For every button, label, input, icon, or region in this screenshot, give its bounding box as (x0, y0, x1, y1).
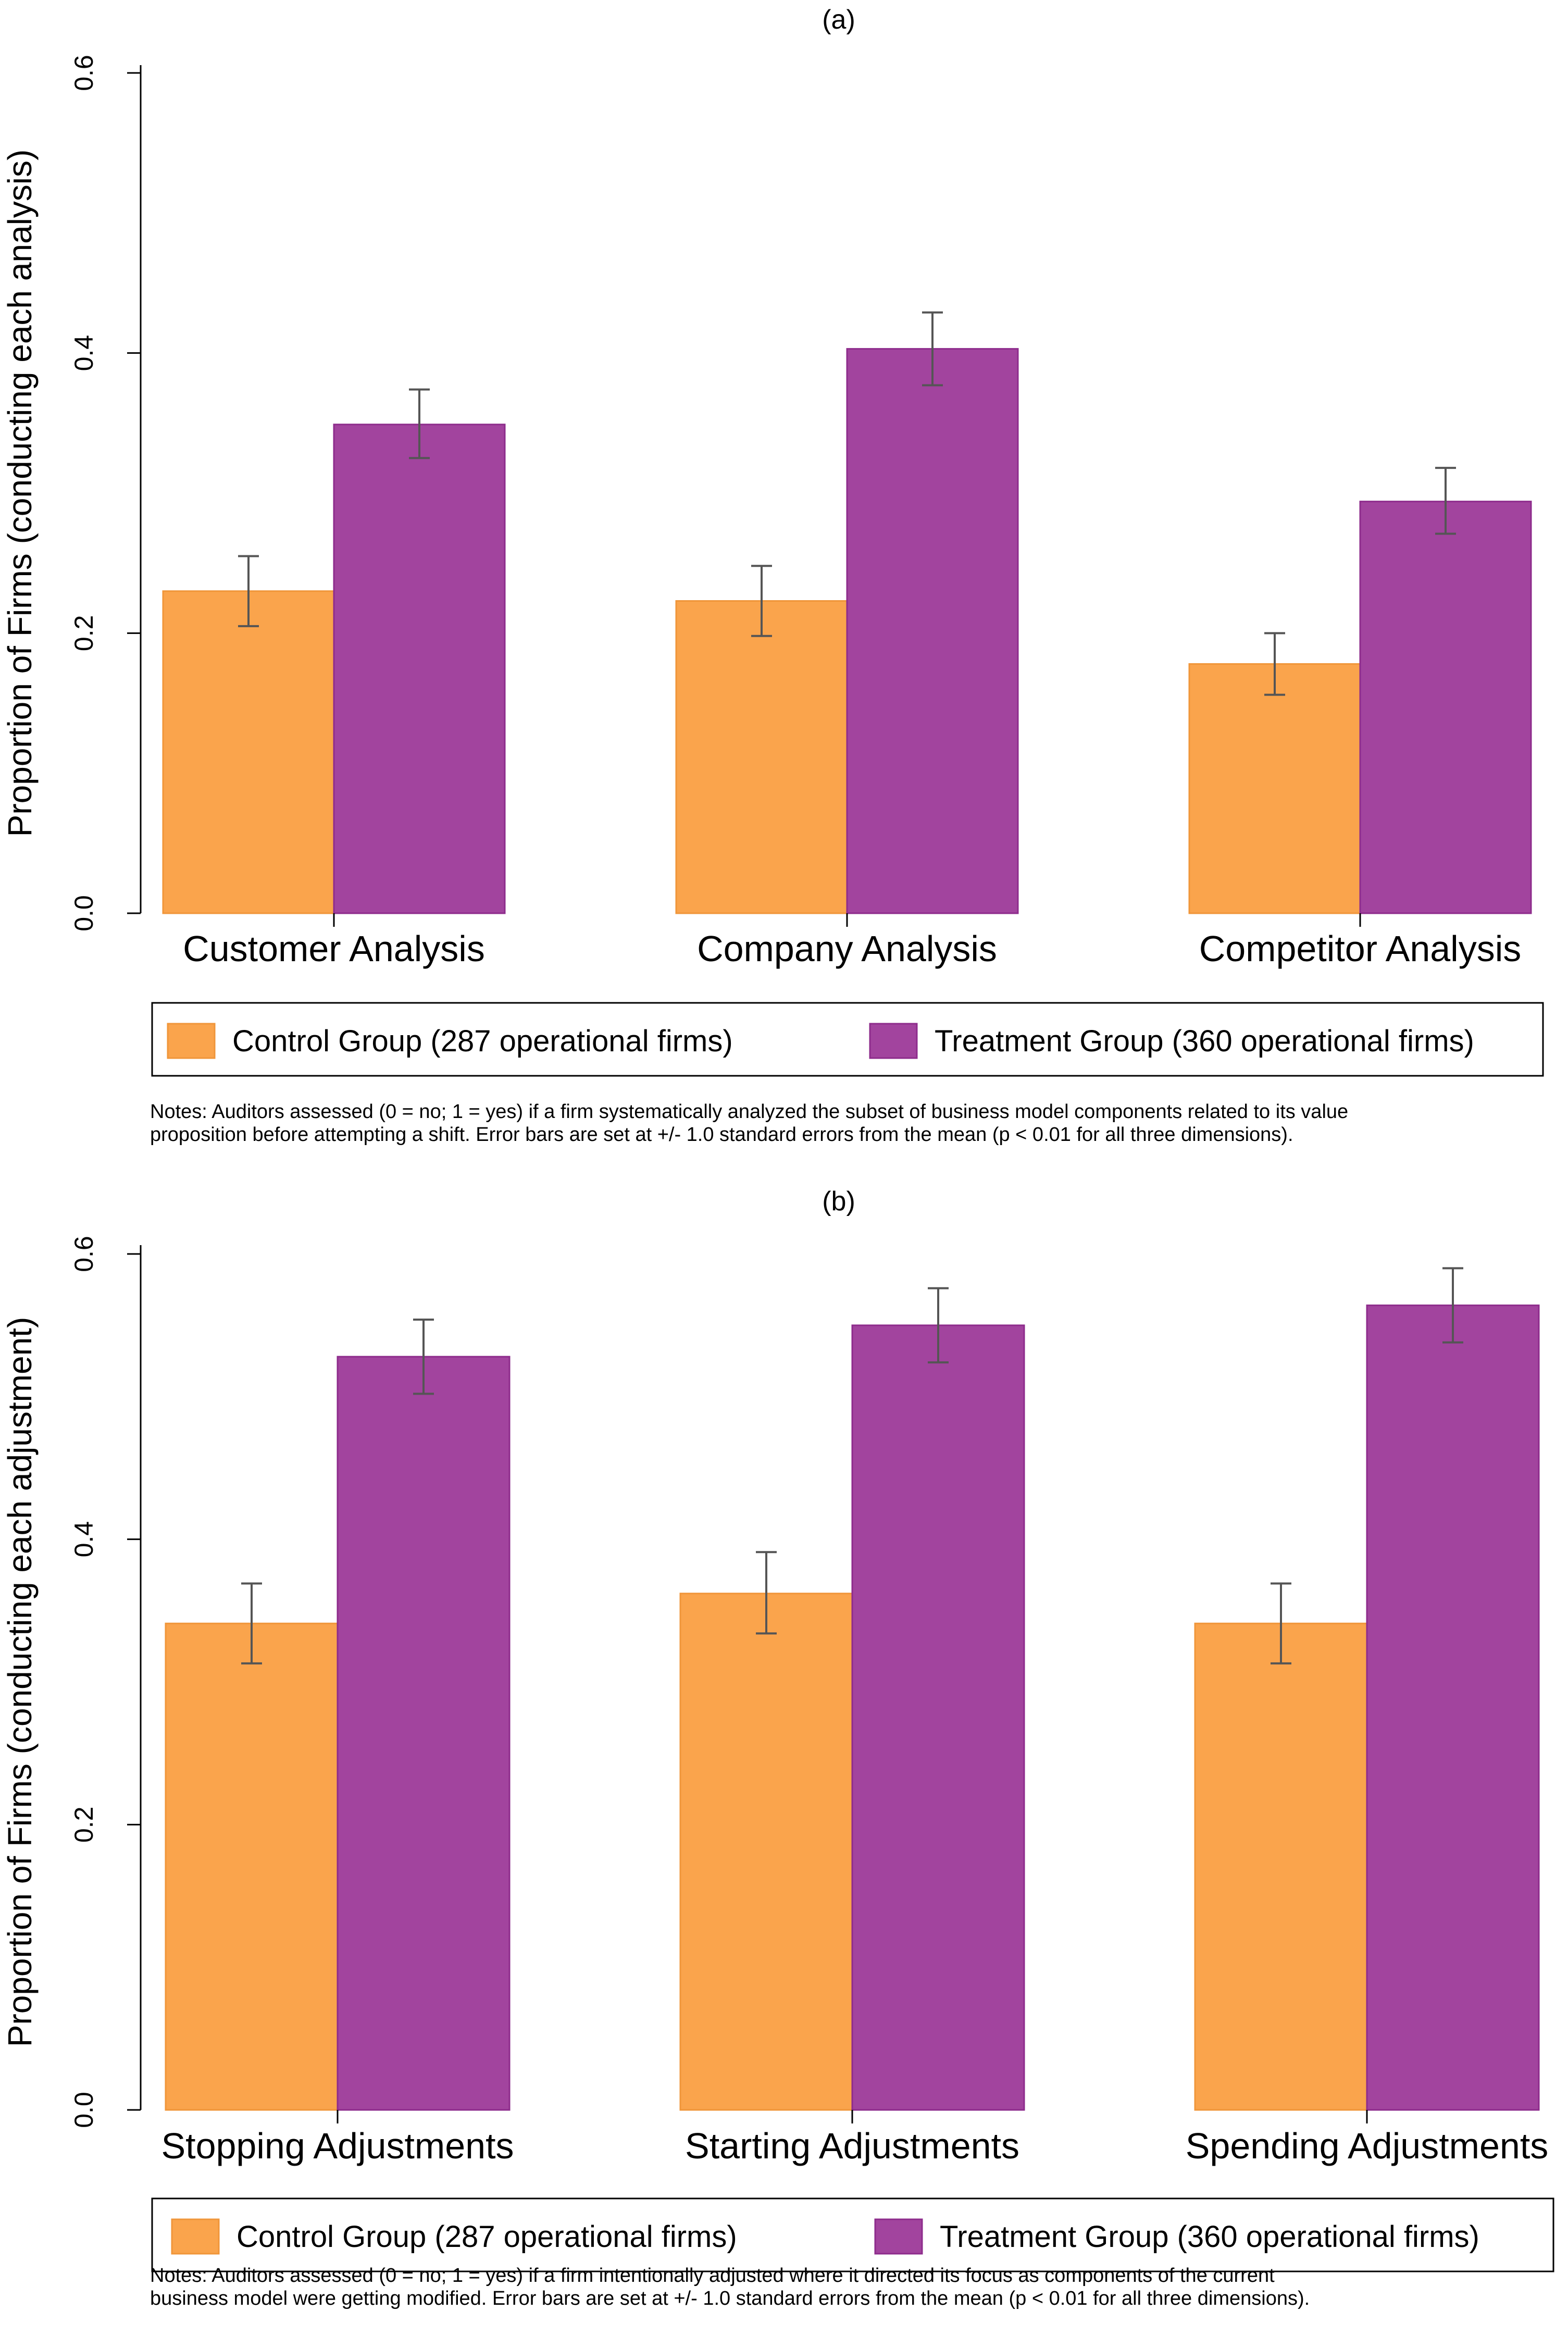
chart-a: (a) 0.0 0.2 0.4 0.6 Proportion of Firms (cond… (1, 5, 1544, 1077)
notes-a-line-2: proposition before attempting a shift. E… (150, 1124, 1293, 1146)
chart-a-y-tick-label-1: 0.2 (69, 615, 98, 652)
chart-a-category-label-2: Competitor Analysis (1199, 928, 1522, 969)
chart-b-y-tick-label-2: 0.4 (69, 1521, 98, 1558)
notes-b: Notes: Auditors assessed (0 = no; 1 = ye… (150, 2264, 1567, 2310)
chart-a-bar-s0-c2 (1188, 663, 1361, 914)
chart-b: (b) 0.0 0.2 0.4 0.6 Proportion of Firms (cond… (1, 1186, 1554, 2272)
notes-b-line-2: business model were getting modified. Er… (150, 2288, 1310, 2309)
chart-b-bar-s1-c1 (851, 1324, 1025, 2111)
chart-a-y-tick-label-2: 0.4 (69, 335, 98, 371)
chart-a-legend-swatch-0 (167, 1023, 216, 1059)
chart-a-bar-s1-c0 (333, 424, 506, 914)
chart-a-category-label-1: Company Analysis (697, 928, 997, 969)
chart-b-y-tick-label-3: 0.6 (69, 1236, 98, 1272)
chart-b-category-label-2: Spending Adjustments (1186, 2126, 1549, 2166)
chart-b-bar-s0-c2 (1194, 1622, 1368, 2111)
chart-b-bar-s1-c2 (1366, 1305, 1540, 2111)
notes-a: Notes: Auditors assessed (0 = no; 1 = ye… (150, 1100, 1567, 1146)
chart-a-y-axis-title: Proportion of Firms (conducting each ana… (1, 150, 39, 837)
panel-a: (a) 0.0 0.2 0.4 0.6 Proportion of Firms (cond… (1, 5, 1567, 1146)
chart-b-y-tick-label-0: 0.0 (69, 2092, 98, 2128)
chart-b-y-axis-title: Proportion of Firms (conducting each adj… (1, 1317, 39, 2047)
chart-a-legend-swatch-1 (869, 1023, 918, 1059)
chart-a-y-tick-label-0: 0.0 (69, 895, 98, 931)
chart-b-legend-label-1: Treatment Group (360 operational firms) (940, 2220, 1479, 2254)
chart-b-bar-s1-c0 (337, 1356, 511, 2111)
notes-b-line-1: Notes: Auditors assessed (0 = no; 1 = ye… (150, 2265, 1275, 2287)
chart-a-y-tick-label-3: 0.6 (69, 55, 98, 91)
chart-b-legend-box (151, 2197, 1554, 2272)
chart-b-title: (b) (822, 1186, 855, 1216)
chart-b-y-tick-label-1: 0.2 (69, 1807, 98, 1843)
chart-b-bar-s0-c1 (679, 1593, 853, 2111)
chart-a-bar-s0-c1 (675, 600, 848, 914)
chart-a-title: (a) (822, 5, 855, 35)
notes-a-line-1: Notes: Auditors assessed (0 = no; 1 = ye… (150, 1101, 1349, 1123)
panel-b: (b) 0.0 0.2 0.4 0.6 Proportion of Firms (cond… (0, 1183, 1568, 2348)
chart-a-bar-s1-c2 (1359, 501, 1532, 914)
chart-a-bar-s0-c0 (162, 590, 335, 914)
chart-b-legend-swatch-0 (171, 2218, 220, 2255)
chart-b-bar-s0-c0 (165, 1622, 339, 2111)
chart-a-legend-label-0: Control Group (287 operational firms) (232, 1024, 733, 1058)
chart-b-category-label-1: Starting Adjustments (685, 2126, 1019, 2166)
chart-b-category-label-0: Stopping Adjustments (161, 2126, 514, 2166)
chart-b-legend-swatch-1 (874, 2218, 923, 2255)
chart-a-category-label-0: Customer Analysis (183, 928, 485, 969)
chart-b-legend-label-0: Control Group (287 operational firms) (237, 2220, 737, 2254)
chart-a-legend-label-1: Treatment Group (360 operational firms) (935, 1024, 1474, 1058)
chart-a-bar-s1-c1 (846, 348, 1019, 914)
chart-a-legend-box (151, 1002, 1544, 1077)
